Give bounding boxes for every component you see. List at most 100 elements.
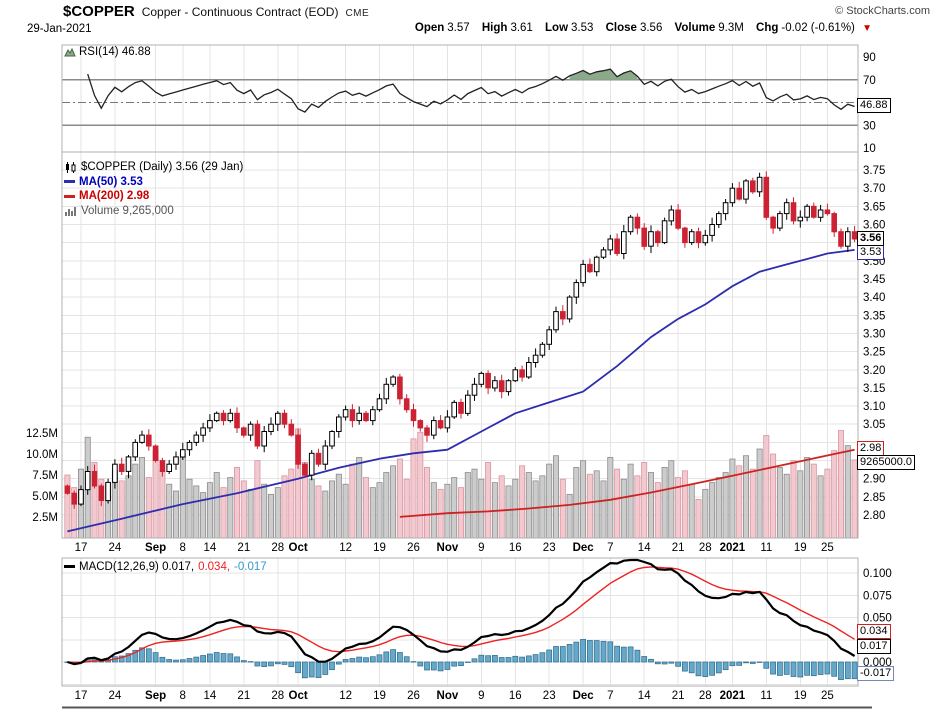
axis-tick-label: 17 xyxy=(75,690,88,702)
axis-tick-label: 7 xyxy=(607,690,613,702)
volume-bar xyxy=(709,482,716,539)
candle xyxy=(186,441,193,451)
macd-histogram-bar xyxy=(363,657,369,663)
candle xyxy=(756,176,763,193)
close-value: 3.56 xyxy=(639,22,663,34)
macd-hist-value-box: -0.017 xyxy=(857,666,895,681)
macd-histogram-bar xyxy=(485,655,491,663)
candle xyxy=(824,209,831,215)
candle xyxy=(410,409,417,422)
macd-legend: MACD(12,26,9) 0.017, 0.034, -0.017 xyxy=(64,559,267,573)
candle xyxy=(349,409,356,422)
candle xyxy=(682,227,688,244)
candle xyxy=(560,311,566,320)
macd-histogram-bar xyxy=(817,661,824,675)
macd-histogram-bar xyxy=(369,656,376,663)
macd-histogram-bar xyxy=(532,654,539,663)
rsi-value-box: 46.88 xyxy=(857,98,891,113)
macd-histogram-bar xyxy=(213,652,220,663)
macd-histogram-bar xyxy=(695,661,702,677)
candle xyxy=(505,380,512,393)
axis-tick-label: 16 xyxy=(509,542,522,554)
candle xyxy=(851,231,858,240)
candle xyxy=(553,311,559,331)
candle xyxy=(709,224,715,236)
macd-histogram-bar xyxy=(824,661,831,675)
macd-histogram-bar xyxy=(566,644,573,663)
open-value: 3.57 xyxy=(447,22,470,34)
volume-bar xyxy=(329,480,335,539)
volume-bar xyxy=(743,455,749,539)
candle xyxy=(526,362,532,378)
axis-tick-label: 26 xyxy=(407,542,420,554)
candle xyxy=(91,471,98,487)
macd-histogram-bar xyxy=(193,656,200,663)
ma200-line-swatch xyxy=(64,194,75,198)
axis-tick-label: 19 xyxy=(794,690,807,702)
candle xyxy=(112,463,118,483)
candle xyxy=(390,376,396,385)
candlesticks-layer xyxy=(64,171,858,509)
axis-tick-label: 90 xyxy=(863,52,876,64)
macd-histogram-bar xyxy=(471,658,478,663)
rsi-line xyxy=(87,68,855,113)
close-label: Close xyxy=(605,22,637,34)
axis-tick-label: Sep xyxy=(145,690,166,702)
volume-bar xyxy=(186,478,193,539)
candle xyxy=(621,231,627,254)
axis-tick-label: Dec xyxy=(573,690,595,702)
axis-tick-label: 3.35 xyxy=(863,310,885,322)
axis-tick-label: Sep xyxy=(145,542,166,554)
macd-histogram-bar xyxy=(498,657,505,663)
axis-tick-label: 2.85 xyxy=(863,492,885,504)
macd-histogram-bar xyxy=(492,655,498,663)
volume-bar xyxy=(227,477,234,539)
volume-bar xyxy=(729,458,736,539)
volume-bar xyxy=(546,463,553,539)
axis-tick-label: 19 xyxy=(373,690,386,702)
macd-histogram-bar xyxy=(519,656,525,663)
volume-bar xyxy=(268,493,274,539)
volume-bar xyxy=(681,470,688,539)
axis-tick-label: 5.0M xyxy=(32,491,58,503)
axis-tick-label: 3.05 xyxy=(863,419,885,431)
macd-histogram-bar xyxy=(729,661,736,667)
candle xyxy=(661,220,668,244)
candle xyxy=(261,431,267,447)
volume-bar xyxy=(844,445,851,539)
macd-histogram-bar xyxy=(620,646,627,663)
macd-histogram-bar xyxy=(247,661,254,663)
volume-bar xyxy=(783,473,790,539)
volume-bar xyxy=(471,468,478,539)
volume-bar xyxy=(118,480,125,539)
macd-histogram-bar xyxy=(281,661,288,665)
price-value-box: 3.56 xyxy=(857,231,885,246)
axis-tick-label: 3.40 xyxy=(863,292,885,304)
volume-bar xyxy=(322,490,329,539)
axis-tick-label: 24 xyxy=(108,690,121,702)
volume-bar xyxy=(763,435,770,539)
volume-legend-label: Volume 9,265,000 xyxy=(81,204,174,217)
macd-histogram-bar xyxy=(139,647,145,663)
candle xyxy=(716,213,722,226)
macd-histogram-bar xyxy=(186,658,193,663)
axis-tick-label: 28 xyxy=(271,690,284,702)
macd-histogram-bar xyxy=(240,660,247,663)
macd-histogram-bar xyxy=(756,661,763,663)
macd-histogram-bar xyxy=(749,661,756,664)
axis-tick-label: 3.30 xyxy=(863,328,885,340)
axis-tick-label: 7 xyxy=(607,542,613,554)
macd-histogram-bar xyxy=(254,661,261,667)
macd-histogram-bar xyxy=(118,655,125,663)
down-triangle-icon: ▼ xyxy=(862,23,872,34)
candle xyxy=(763,176,770,218)
macd-histogram-bar xyxy=(831,661,838,677)
candle xyxy=(105,481,111,502)
candle xyxy=(207,420,213,429)
macd-histogram-bar xyxy=(790,661,797,677)
moving-average-lines xyxy=(67,249,855,533)
macd-signal-legend-label: 0.034, xyxy=(198,560,231,573)
candle xyxy=(641,227,648,247)
volume-bars-layer xyxy=(64,428,858,539)
candle xyxy=(817,209,824,218)
